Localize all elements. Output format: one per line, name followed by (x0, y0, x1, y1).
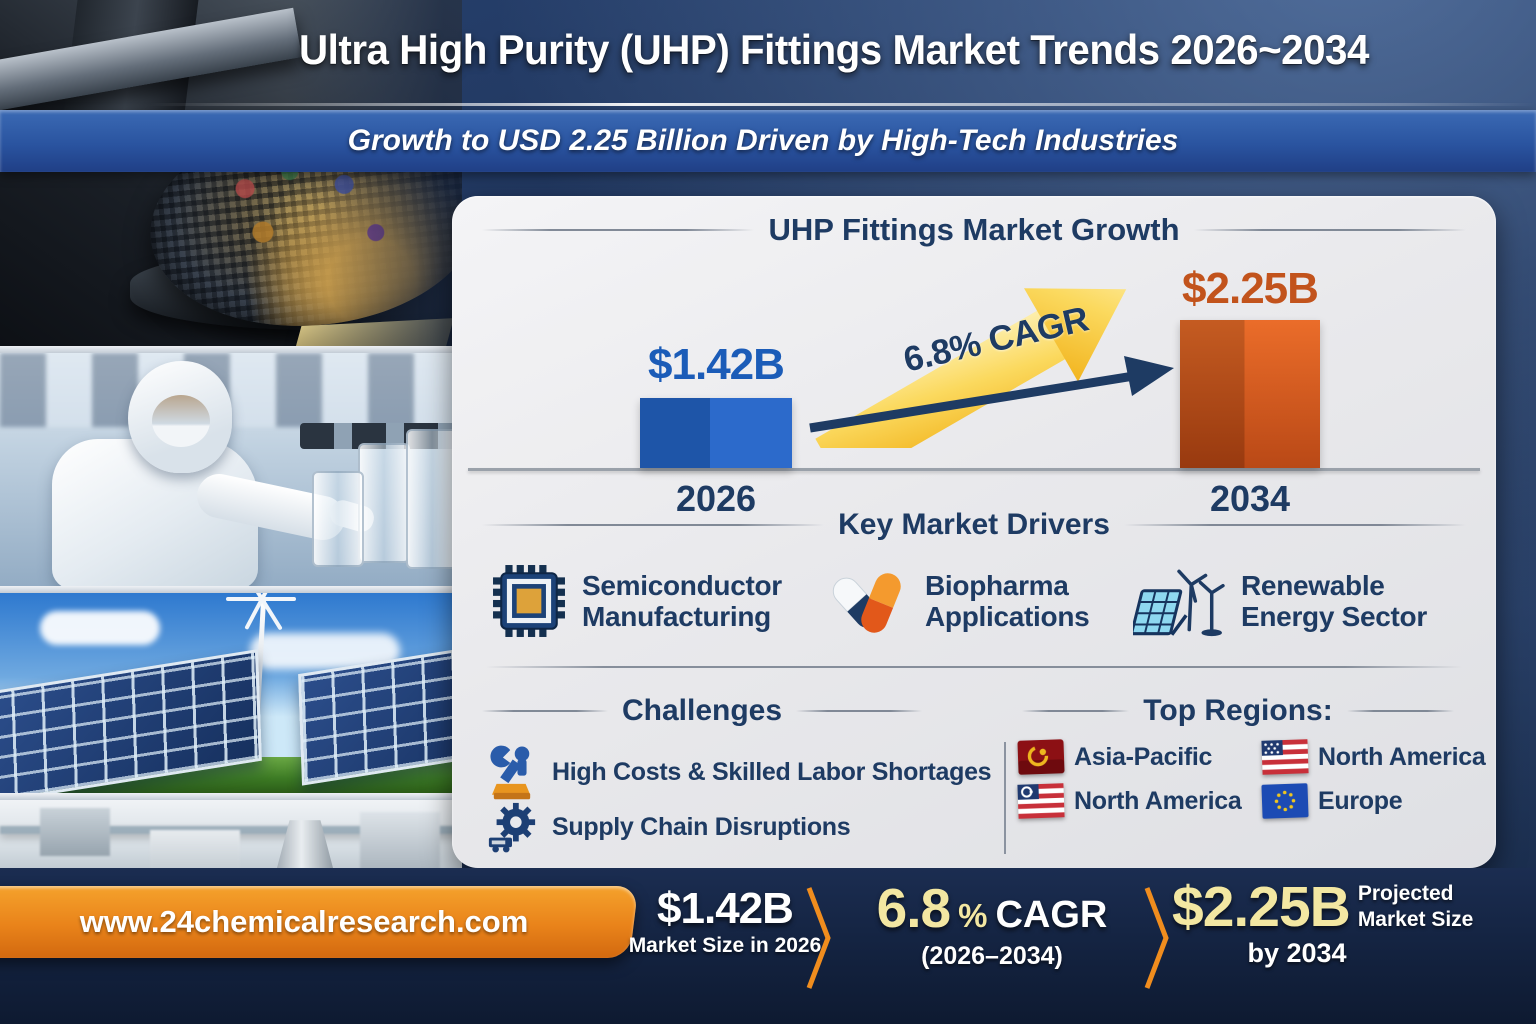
asia-pacific-flag (1017, 739, 1065, 775)
page-subtitle: Growth to USD 2.25 Billion Driven by Hig… (347, 124, 1179, 157)
region-item: North America (1261, 739, 1488, 775)
chevron-separator-icon (1144, 887, 1169, 989)
cloud (40, 611, 160, 645)
divider-line (482, 229, 755, 231)
bar-2034 (1180, 320, 1320, 468)
challenge-label: High Costs & Skilled Labor Shortages (552, 757, 992, 786)
driver-biopharma: Biopharma Applications (825, 559, 1100, 643)
stat-percent: % (958, 897, 988, 934)
divider-line (482, 710, 608, 712)
stat-value: $1.42B (657, 884, 794, 933)
website-link[interactable]: www.24chemicalresearch.com (79, 904, 529, 939)
challenge-item: High Costs & Skilled Labor Shortages (486, 742, 996, 802)
footer-stat-projection: $2.25B Projected Market Size by 2034 (1172, 874, 1512, 969)
divider-line (1193, 229, 1467, 231)
chevron-separator-icon (806, 887, 831, 989)
region-label: North America (1074, 786, 1242, 815)
regions-heading: Top Regions: (1143, 694, 1333, 727)
bar-value-2026: $1.42B (648, 340, 785, 389)
challenge-label: Supply Chain Disruptions (552, 812, 851, 841)
worker-wrench-icon (490, 745, 531, 800)
photo-fade-overlay (0, 0, 462, 346)
photo-cleanroom-technician (0, 353, 462, 586)
stat-side-caption: Projected Market Size (1357, 881, 1474, 931)
stat-caption: Market Size in 2026 (628, 934, 822, 957)
glass-beaker (358, 443, 410, 563)
column-divider (1004, 742, 1006, 854)
technician-face (152, 395, 210, 447)
divider-line (796, 710, 922, 712)
driver-label: Renewable Energy Sector (1241, 569, 1427, 632)
region-label: North America (1318, 742, 1486, 771)
stat-value: $2.25B (1172, 875, 1351, 939)
main-panel: UHP Fittings Market Growth 6.8% CAGR $1.… (452, 196, 1496, 868)
subtitle-banner: Growth to USD 2.25 Billion Driven by Hig… (0, 110, 1536, 172)
drivers-title-row: Key Market Drivers (482, 508, 1467, 542)
stat-caption: (2026–2034) (921, 942, 1063, 970)
driver-renewable: Renewable Energy Sector (1133, 562, 1466, 640)
striped-flag (1017, 783, 1065, 819)
bar-2026 (640, 398, 792, 468)
challenges-heading: Challenges (621, 694, 783, 727)
photo-divider (0, 793, 462, 800)
page-title: Ultra High Purity (UHP) Fittings Market … (299, 26, 1369, 73)
header-highlight-line (150, 103, 1536, 106)
region-item: Europe (1261, 783, 1488, 819)
chip-icon (493, 565, 565, 637)
challenges-title-row: Challenges (482, 694, 922, 728)
divider-line (1123, 524, 1467, 526)
axis-label-2034: 2034 (1209, 478, 1291, 519)
trend-line-arrow (809, 356, 1174, 433)
photo-divider (0, 346, 462, 353)
stat-unit: CAGR (995, 894, 1108, 936)
regions-title-row: Top Regions: (1022, 694, 1455, 728)
drivers-row: Semiconductor Manufacturing Biopharma Ap… (492, 548, 1466, 654)
driver-semiconductor: Semiconductor Manufacturing (492, 564, 792, 638)
bar-value-2034: $2.25B (1182, 264, 1319, 313)
chart-title: UHP Fittings Market Growth (768, 212, 1180, 247)
chart-baseline (468, 468, 1480, 471)
region-label: Asia-Pacific (1074, 742, 1213, 771)
website-ribbon: www.24chemicalresearch.com (0, 886, 639, 958)
glass-beaker (312, 471, 364, 567)
gear-truck-icon (488, 802, 536, 853)
solar-wind-icon (1133, 569, 1225, 637)
chart-title-row: UHP Fittings Market Growth (482, 212, 1467, 248)
stat-value: 6.8 (876, 877, 951, 939)
region-item: Asia-Pacific (1017, 739, 1262, 775)
divider-line (482, 524, 825, 526)
axis-label-2026: 2026 (675, 478, 757, 519)
eu-flag (1261, 783, 1309, 819)
photo-divider (0, 586, 462, 593)
divider-line (1346, 710, 1455, 712)
stat-caption: by 2034 (1247, 938, 1347, 968)
cagr-arrow (815, 288, 1127, 448)
regions-grid: Asia-Pacific North America (1017, 739, 1488, 819)
region-label: Europe (1318, 786, 1403, 815)
photo-solar-wind (0, 593, 462, 793)
footer-stat-market-size: $1.42B Market Size in 2026 (628, 884, 822, 958)
glass-beaker (406, 429, 458, 569)
drivers-heading: Key Market Drivers (838, 508, 1110, 541)
lab-equipment-block (40, 808, 110, 856)
divider-line (1022, 710, 1130, 712)
challenge-item: Supply Chain Disruptions (486, 800, 996, 854)
us-flag (1261, 739, 1309, 775)
pills-icon (832, 573, 901, 633)
driver-label: Biopharma Applications (925, 569, 1090, 632)
section-divider (486, 666, 1462, 668)
lab-equipment-block (360, 812, 440, 874)
footer-stat-cagr: 6.8% CAGR (2026–2034) (842, 876, 1142, 971)
photo-semiconductor-wafer (0, 0, 462, 346)
region-item: North America (1017, 783, 1262, 819)
driver-label: Semiconductor Manufacturing (582, 569, 782, 632)
